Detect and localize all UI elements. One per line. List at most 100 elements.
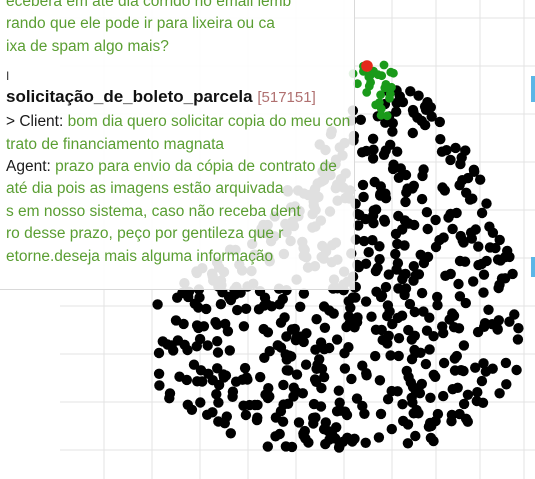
scatter-point[interactable] — [368, 218, 379, 229]
scatter-point[interactable] — [460, 297, 471, 309]
scatter-point[interactable] — [153, 368, 165, 379]
scatter-point[interactable] — [259, 300, 270, 311]
scatter-point[interactable] — [382, 300, 394, 311]
scatter-point[interactable] — [484, 242, 496, 253]
scatter-point[interactable] — [424, 344, 435, 355]
scatter-point[interactable] — [219, 418, 230, 429]
scatter-point[interactable] — [400, 196, 411, 208]
scatter-point[interactable] — [375, 408, 387, 420]
scatter-point[interactable] — [470, 362, 481, 373]
scatter-point[interactable] — [211, 389, 222, 400]
scatter-point[interactable] — [359, 408, 370, 419]
scatter-point[interactable] — [438, 327, 449, 339]
scatter-point[interactable] — [252, 399, 263, 411]
cluster-point[interactable] — [385, 93, 394, 103]
scatter-point[interactable] — [494, 388, 505, 399]
scatter-point[interactable] — [353, 220, 364, 231]
scatter-point[interactable] — [195, 397, 206, 408]
cluster-point[interactable] — [376, 110, 386, 120]
scatter-point[interactable] — [339, 348, 350, 359]
scatter-point[interactable] — [438, 357, 450, 369]
scatter-point[interactable] — [314, 354, 325, 365]
scatter-point[interactable] — [358, 235, 370, 247]
scatter-point[interactable] — [446, 409, 458, 421]
scatter-point[interactable] — [291, 369, 303, 380]
scatter-point[interactable] — [367, 153, 379, 164]
scatter-point[interactable] — [408, 261, 419, 272]
scatter-point[interactable] — [500, 357, 512, 369]
scatter-point[interactable] — [432, 300, 443, 311]
scatter-point[interactable] — [331, 334, 343, 345]
scatter-point[interactable] — [266, 301, 277, 312]
scatter-point[interactable] — [435, 134, 446, 145]
scatter-point[interactable] — [351, 393, 363, 404]
scatter-point[interactable] — [331, 406, 343, 417]
scatter-point[interactable] — [357, 400, 368, 412]
scatter-point[interactable] — [368, 144, 379, 155]
scatter-point[interactable] — [413, 90, 424, 101]
scatter-point[interactable] — [432, 291, 443, 303]
scatter-point[interactable] — [447, 384, 458, 395]
scatter-point[interactable] — [422, 223, 433, 235]
scatter-point[interactable] — [318, 301, 330, 312]
cluster-point[interactable] — [353, 79, 362, 89]
scatter-point[interactable] — [456, 152, 467, 163]
scatter-point[interactable] — [178, 318, 189, 330]
scatter-point[interactable] — [177, 287, 188, 299]
scatter-point[interactable] — [367, 133, 379, 144]
scatter-point[interactable] — [438, 232, 449, 243]
scatter-point[interactable] — [504, 251, 515, 263]
scatter-point[interactable] — [191, 320, 203, 331]
scatter-point[interactable] — [430, 241, 442, 253]
scatter-point[interactable] — [379, 214, 390, 225]
scatter-point[interactable] — [386, 423, 397, 435]
scatter-point[interactable] — [360, 213, 371, 225]
scatter-point[interactable] — [197, 376, 208, 387]
scatter-point[interactable] — [441, 145, 452, 156]
scatter-point[interactable] — [308, 412, 319, 424]
scatter-point[interactable] — [449, 353, 460, 364]
scatter-point[interactable] — [511, 364, 522, 376]
scatter-point[interactable] — [407, 397, 418, 408]
scatter-point[interactable] — [416, 193, 428, 205]
scatter-point[interactable] — [464, 194, 476, 205]
scatter-point[interactable] — [182, 399, 193, 410]
scatter-point[interactable] — [374, 254, 385, 265]
scatter-point[interactable] — [211, 319, 223, 330]
scatter-point[interactable] — [483, 304, 494, 315]
scatter-point[interactable] — [478, 269, 490, 280]
scatter-point[interactable] — [458, 365, 469, 377]
scatter-point[interactable] — [361, 370, 372, 381]
scatter-point[interactable] — [360, 437, 371, 448]
scatter-point[interactable] — [397, 96, 409, 108]
scatter-point[interactable] — [398, 415, 409, 427]
scatter-point[interactable] — [509, 309, 520, 320]
scatter-point[interactable] — [358, 191, 369, 203]
scatter-point[interactable] — [311, 314, 322, 325]
scatter-point[interactable] — [421, 325, 433, 336]
scatter-point[interactable] — [476, 375, 488, 387]
scatter-point[interactable] — [202, 340, 213, 351]
scatter-point[interactable] — [357, 147, 368, 158]
scatter-point[interactable] — [240, 303, 252, 314]
scatter-point[interactable] — [370, 350, 381, 362]
scatter-point[interactable] — [174, 371, 185, 382]
scatter-point[interactable] — [366, 311, 377, 322]
scatter-point[interactable] — [303, 437, 314, 448]
scatter-point[interactable] — [414, 388, 426, 399]
scatter-point[interactable] — [370, 324, 382, 335]
scatter-point[interactable] — [370, 265, 382, 277]
scatter-point[interactable] — [507, 268, 518, 280]
scatter-point[interactable] — [386, 385, 397, 397]
scatter-point[interactable] — [404, 298, 416, 310]
scatter-point[interactable] — [470, 224, 481, 235]
scatter-point[interactable] — [324, 342, 335, 354]
scatter-point[interactable] — [194, 292, 205, 303]
scatter-point[interactable] — [447, 223, 458, 235]
scatter-point[interactable] — [162, 339, 173, 350]
scatter-point[interactable] — [395, 163, 406, 174]
scatter-point[interactable] — [239, 362, 251, 374]
scatter-point[interactable] — [428, 369, 439, 380]
scatter-point[interactable] — [154, 380, 165, 391]
scatter-point[interactable] — [240, 409, 252, 421]
